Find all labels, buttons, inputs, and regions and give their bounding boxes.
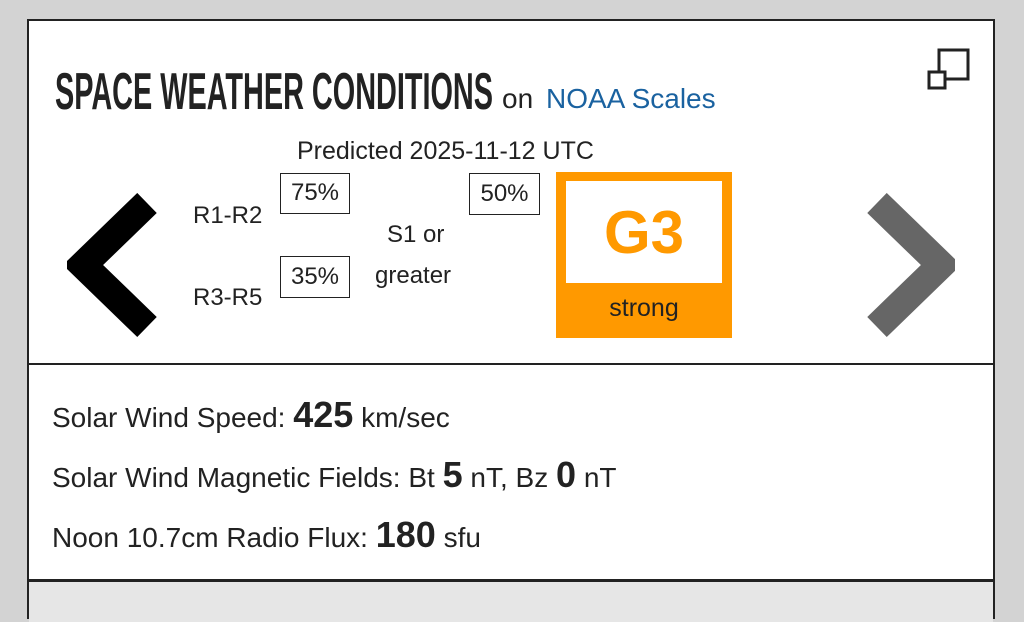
divider: [29, 579, 993, 582]
r-probability: 35%: [280, 256, 350, 298]
r-probability: 75%: [280, 173, 350, 214]
condition-unit: nT, Bz: [470, 462, 549, 493]
space-weather-card: SPACE WEATHER CONDITIONS on NOAA Scales …: [27, 19, 995, 622]
condition-unit: sfu: [443, 522, 481, 553]
condition-value: 0: [556, 454, 577, 495]
s-scale: S1 or: [387, 221, 445, 248]
page: SPACE WEATHER CONDITIONS on NOAA Scales …: [27, 19, 995, 622]
noaa-scales-link[interactable]: NOAA Scales: [546, 83, 716, 114]
r-scale: R1-R2: [193, 202, 263, 229]
condition-value: 5: [442, 454, 463, 495]
s-probability: 50%: [469, 173, 540, 215]
condition-value: 180: [375, 514, 436, 555]
condition-label: Solar Wind Speed:: [52, 402, 286, 433]
condition-label: Solar Wind Magnetic Fields: Bt: [52, 462, 435, 493]
condition-unit: km/sec: [361, 402, 450, 433]
next-section: [29, 582, 993, 622]
g-description: strong: [609, 294, 679, 322]
condition-label: Noon 10.7cm Radio Flux:: [52, 522, 368, 553]
condition-value: 425: [293, 394, 354, 435]
divider: [29, 363, 993, 365]
condition-unit: nT: [583, 462, 617, 493]
title-svg: SPACE WEATHER CONDITIONS: [55, 63, 493, 121]
prediction-date: Predicted 2025-11-12 UTC: [297, 137, 594, 165]
s-scale: greater: [375, 262, 452, 289]
condition-row: Noon 10.7cm Radio Flux: 180 sfu: [52, 514, 481, 556]
g-scale-badge: G3 strong: [556, 172, 732, 338]
title: SPACE WEATHER CONDITIONS: [55, 63, 493, 121]
expand-icon[interactable]: [927, 48, 973, 94]
connector: on: [502, 83, 534, 114]
condition-row: Solar Wind Magnetic Fields: Bt 5 nT, Bz …: [52, 454, 617, 496]
prev-arrow[interactable]: [67, 193, 167, 338]
g-level: G3: [566, 181, 722, 283]
condition-row: Solar Wind Speed: 425 km/sec: [52, 394, 450, 436]
next-arrow[interactable]: [855, 193, 955, 338]
r-scale: R3-R5: [193, 284, 263, 311]
